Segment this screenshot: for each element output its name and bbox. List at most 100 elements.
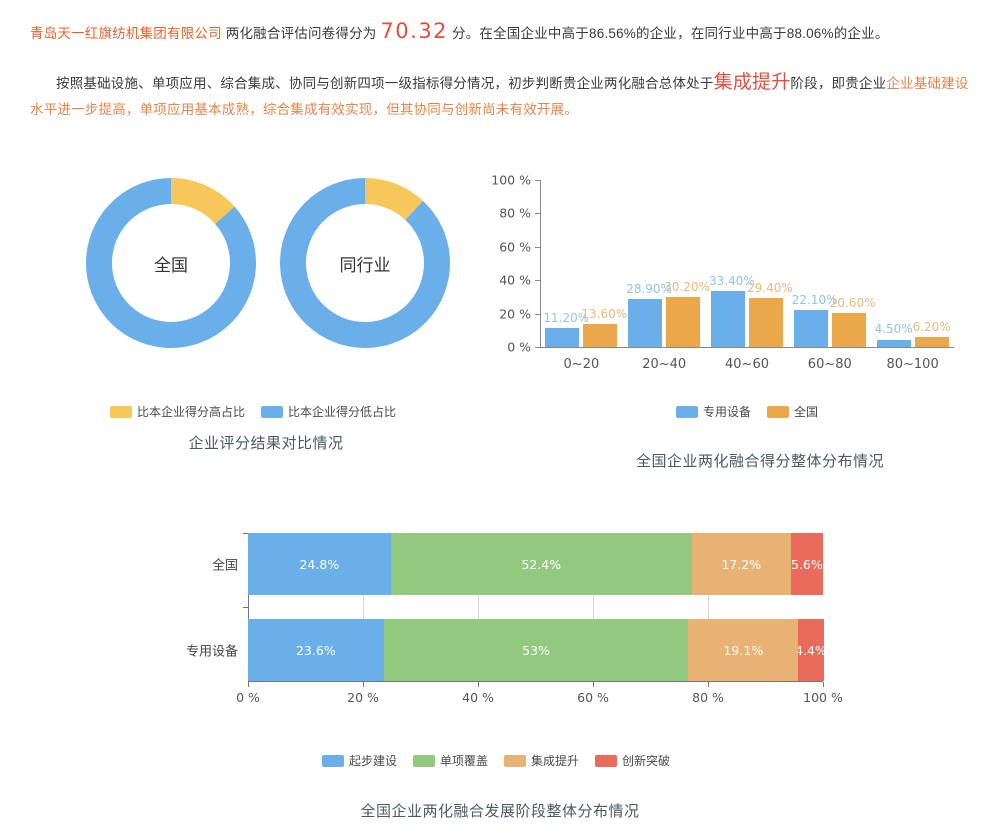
bar-segment[interactable] (876, 339, 911, 347)
y-axis-tick-label: 80 % (499, 205, 531, 221)
donut-chart[interactable]: 全国 (86, 178, 256, 348)
grid-line (478, 533, 479, 681)
y-axis-tick (535, 313, 540, 315)
y-axis-tick-label: 60 % (499, 239, 531, 255)
bar-segment[interactable] (793, 310, 828, 347)
x-axis-category-label: 80~100 (886, 357, 939, 372)
assessment-part1: 按照基础设施、单项应用、综合集成、协同与创新四项一级指标得分情况，初步判断贵企业… (56, 76, 714, 91)
bar-value-label: 33.40% (709, 274, 755, 289)
legend-swatch-icon (110, 405, 132, 418)
legend-item[interactable]: 单项覆盖 (413, 752, 488, 769)
stage-distribution-legend: 起步建设 单项覆盖 集成提升 创新突破 (322, 752, 679, 769)
bar-segment[interactable] (749, 297, 783, 347)
stacked-bar-row[interactable]: 23.6%53%19.1%4.4% 专用设备 (186, 619, 824, 681)
y-axis-line (540, 180, 541, 347)
bar-segment[interactable] (628, 298, 663, 347)
x-axis-tick (478, 682, 479, 687)
legend-item[interactable]: 创新突破 (595, 752, 670, 769)
stacked-bar-row[interactable]: 24.8% 52.4% 17.2% 5.6% 全国 (212, 533, 823, 595)
x-axis-tick (593, 682, 594, 687)
bar-segment[interactable] (711, 291, 745, 347)
donut-center-label: 全国 (154, 255, 188, 275)
x-axis-tick-label: 40 % (462, 690, 494, 705)
bar-segment[interactable] (914, 336, 949, 347)
x-axis-category-label: 40~60 (725, 357, 769, 372)
summary-paragraph: 青岛天一红旗纺机集团有限公司 两化融合评估问卷得分为 70.32 分。在全国企业… (30, 18, 970, 47)
bar-segment[interactable] (666, 296, 701, 347)
legend-item[interactable]: 专用设备 (676, 403, 751, 420)
stacked-bar-segment[interactable]: 24.8% (248, 533, 391, 595)
x-axis-tick-label: 20 % (347, 690, 379, 705)
legend-label: 专用设备 (703, 405, 752, 419)
stacked-bar-segment[interactable]: 52.4% (390, 533, 692, 595)
assessment-stage: 集成提升 (713, 72, 791, 93)
legend-swatch-icon (322, 754, 344, 767)
y-axis-tick-label: 0 % (507, 339, 531, 355)
y-axis-line (248, 533, 249, 681)
bar-value-label: 4.50% (874, 322, 913, 337)
grid-line (363, 533, 364, 681)
stage-distribution-caption: 全国企业两化融合发展阶段整体分布情况 (360, 803, 640, 820)
legend-swatch-icon (504, 754, 527, 767)
industry-prefix: 在同行业中高于 (690, 26, 787, 41)
stage-distribution-chart: 24.8%52.4%17.2%5.6% 全国 23.6%53%19.1%4.4% 专用… (186, 533, 843, 711)
stacked-bar-segment[interactable]: 23.6% (248, 619, 384, 681)
legend-item[interactable]: 全国 (767, 403, 818, 420)
bar-value-label: 20.60% (829, 295, 876, 310)
y-axis-tick-label: 100 % (491, 172, 531, 188)
stacked-bar-segment[interactable]: 4.4% (798, 619, 824, 681)
bar-segment[interactable] (545, 328, 580, 347)
donut-chart-caption: 企业评分结果对比情况 (188, 435, 344, 452)
x-axis-tick-label: 100 % (803, 690, 843, 705)
donut-chart-legend: 比本企业得分高占比 比本企业得分低占比 (110, 403, 405, 420)
stacked-bar-segment[interactable]: 17.2% (691, 533, 791, 595)
row-category-label: 专用设备 (185, 643, 238, 659)
assessment-part2: 阶段，即贵企业 (790, 76, 887, 91)
score-distribution-legend: 专用设备 全国 (676, 403, 827, 420)
score-distribution-chart: 0 % 20 % 40 % 60 % 80 % 100 % 11.20% 13.60% 0~20… (491, 172, 962, 387)
y-axis-tick-label: 20 % (499, 306, 531, 322)
bar-segment[interactable] (831, 312, 866, 347)
donut-chart[interactable]: 同行业 (280, 178, 450, 348)
y-axis-tick (535, 213, 540, 215)
stacked-bar-segment[interactable]: 5.6% (790, 533, 823, 595)
legend-item[interactable]: 比本企业得分高占比 (110, 403, 245, 420)
donut-chart-panel: 全国 同行业 (86, 178, 450, 358)
score-unit: 分。 (452, 26, 480, 41)
legend-label: 全国 (794, 405, 819, 419)
y-axis-tick (535, 347, 540, 348)
industry-percent: 88.06% (786, 26, 834, 41)
bar-value-label: 29.40% (747, 280, 793, 295)
donut-segment-high (280, 178, 450, 348)
bar-value-label: 13.60% (581, 307, 628, 322)
row-category-label: 全国 (211, 557, 238, 573)
x-axis-tick-label: 0 % (236, 690, 260, 705)
bar-segment[interactable] (583, 324, 618, 347)
legend-label: 起步建设 (349, 754, 398, 768)
legend-item[interactable]: 比本企业得分低占比 (261, 403, 396, 420)
x-axis-tick (248, 682, 249, 687)
national-prefix: 在全国企业中高于 (479, 26, 590, 41)
company-name: 青岛天一红旗纺机集团有限公司 (30, 26, 222, 41)
grid-line (708, 533, 709, 681)
x-axis-line (248, 681, 823, 682)
national-percent: 86.56% (589, 26, 637, 41)
x-axis-category-label: 60~80 (807, 357, 852, 372)
industry-suffix: 的企业。 (833, 26, 889, 41)
legend-item[interactable]: 集成提升 (504, 752, 579, 769)
assessment-conclusion: 企业基础建设水平进一步提高，单项应用基本成熟，综合集成有效实现，但其协同与创新尚… (30, 76, 969, 117)
x-axis-tick (823, 682, 824, 687)
legend-item[interactable]: 起步建设 (322, 752, 397, 769)
donut-segment-high (86, 178, 256, 348)
legend-swatch-icon (767, 405, 790, 418)
y-axis-tick (535, 180, 540, 181)
bar-value-label: 11.20% (543, 311, 590, 326)
legend-swatch-icon (676, 405, 698, 418)
stacked-bar-segment[interactable]: 19.1% (688, 619, 799, 681)
bar-value-label: 30.20% (664, 279, 710, 294)
stacked-bar-segment[interactable]: 53% (383, 619, 689, 681)
grid-line (593, 533, 594, 681)
legend-label: 单项覆盖 (440, 754, 489, 768)
national-suffix: 的企业， (636, 26, 691, 41)
